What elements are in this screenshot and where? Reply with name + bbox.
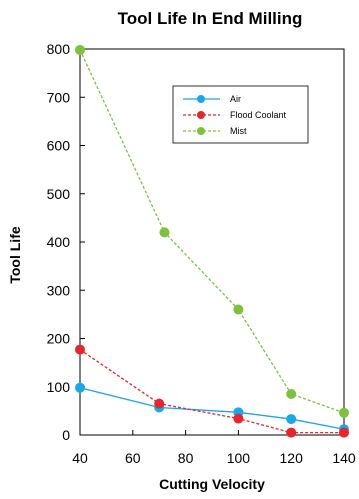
legend-marker xyxy=(197,111,205,119)
series-0 xyxy=(75,382,349,435)
y-tick-label: 500 xyxy=(47,186,71,202)
series-1 xyxy=(75,344,349,438)
x-tick-label: 80 xyxy=(178,450,194,466)
data-point xyxy=(159,227,170,238)
y-tick-label: 700 xyxy=(47,89,71,105)
series-line xyxy=(79,387,345,430)
legend: Air Flood Coolant Mist xyxy=(172,85,309,144)
data-point xyxy=(286,414,297,425)
legend-label: Mist xyxy=(230,126,247,136)
data-point xyxy=(233,304,244,315)
y-tick-label: 300 xyxy=(47,282,71,298)
y-axis-label: Tool Life xyxy=(7,226,23,283)
x-axis-label: Cutting Velocity xyxy=(159,476,265,492)
chart-title: Tool Life In End Milling xyxy=(118,9,303,28)
legend-marker xyxy=(197,95,205,103)
series-line xyxy=(79,349,344,434)
axis-ticks: 40 60 80 100 120 140 0 100 200 300 400 500 600 700 800 xyxy=(47,41,356,466)
data-point xyxy=(286,388,297,399)
y-tick-label: 600 xyxy=(47,138,71,154)
data-point xyxy=(75,382,85,393)
x-tick-label: 100 xyxy=(227,450,251,466)
y-tick-label: 400 xyxy=(47,234,71,250)
data-point xyxy=(339,407,349,418)
legend-label: Flood Coolant xyxy=(230,110,287,120)
x-tick-label: 120 xyxy=(280,450,304,466)
data-point xyxy=(286,427,297,438)
legend-label: Air xyxy=(230,94,241,104)
legend-marker xyxy=(197,127,205,135)
data-point xyxy=(154,398,165,409)
data-point xyxy=(233,413,244,424)
y-tick-label: 200 xyxy=(47,331,71,347)
y-tick-label: 800 xyxy=(47,41,71,57)
data-point xyxy=(339,427,349,438)
x-tick-label: 40 xyxy=(72,450,88,466)
data-point xyxy=(75,344,85,355)
x-tick-label: 140 xyxy=(332,450,356,466)
data-point xyxy=(75,44,85,55)
x-tick-label: 60 xyxy=(125,450,141,466)
y-tick-label: 100 xyxy=(47,379,71,395)
series-2 xyxy=(75,44,349,418)
legend-box xyxy=(172,85,309,144)
y-tick-label: 0 xyxy=(62,427,70,443)
series-layer xyxy=(75,44,349,438)
